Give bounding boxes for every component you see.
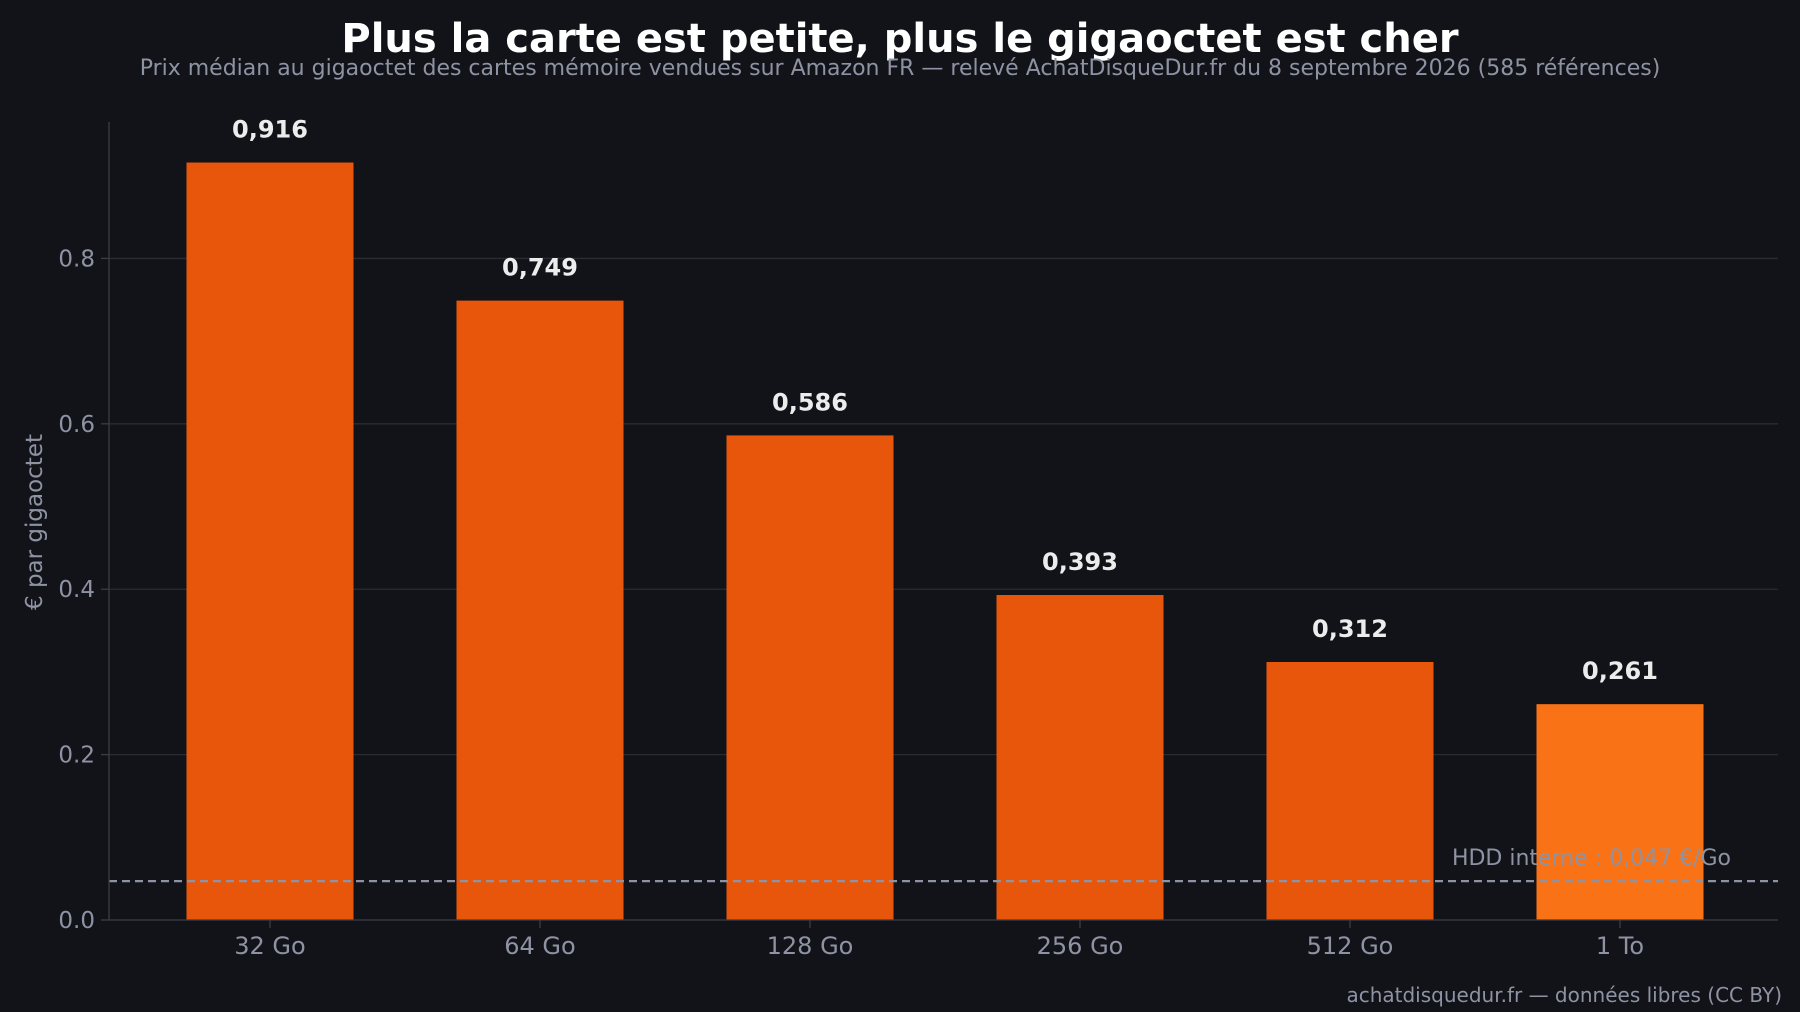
reference-line-group: HDD interne : 0,047 €/Go [109,846,1778,883]
bar-value-label: 0,312 [1312,615,1388,643]
bar-1-to [1536,704,1704,920]
x-tick-label: 128 Go [767,932,854,960]
axes: 0.0 0.2 0.4 0.6 0.8 32 Go 64 Go 128 Go 256 Go 512… [58,122,1778,960]
x-tick-label: 64 Go [504,932,575,960]
y-tick-label: 0.2 [58,743,95,769]
value-labels: 0,916 0,749 0,586 0,393 0,312 0,261 [232,116,1658,686]
chart-subtitle: Prix médian au gigaoctet des cartes mémo… [140,56,1661,81]
x-tick-label: 512 Go [1307,932,1394,960]
bar-value-label: 0,916 [232,116,308,144]
bar-32-go [186,162,354,920]
x-tick-label: 256 Go [1037,932,1124,960]
chart-title: Plus la carte est petite, plus le gigaoc… [341,16,1459,62]
bar-value-label: 0,261 [1582,657,1658,685]
y-axis-label: € par gigaoctet [22,434,48,610]
footer-credit: achatdisquedur.fr — données libres (CC B… [1346,983,1782,1007]
x-tick-label: 1 To [1596,932,1644,960]
y-tick-label: 0.8 [58,246,95,272]
bar-128-go [726,435,894,920]
bar-value-label: 0,586 [772,388,848,416]
bar-256-go [996,595,1164,920]
y-tick-label: 0.6 [58,412,95,438]
reference-line-label: HDD interne : 0,047 €/Go [1452,846,1731,871]
bar-value-label: 0,749 [502,254,578,282]
bar-value-label: 0,393 [1042,548,1118,576]
y-tick-label: 0.0 [58,908,95,934]
bars [186,162,1704,920]
bar-64-go [456,300,624,920]
x-tick-label: 32 Go [234,932,305,960]
gridlines [109,257,1778,756]
y-tick-label: 0.4 [58,577,95,603]
bar-512-go [1266,661,1434,920]
